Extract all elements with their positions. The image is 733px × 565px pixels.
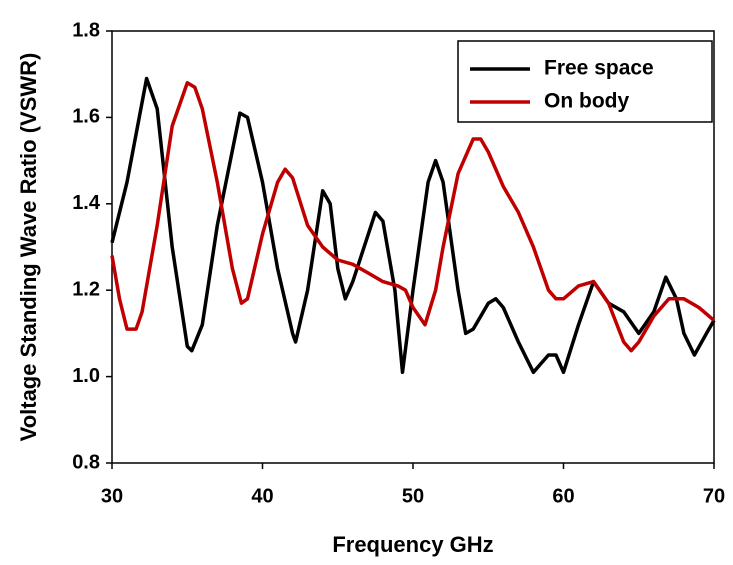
legend-label: On body (544, 90, 629, 113)
y-axis-label: Voltage Standing Wave Ratio (VSWR) (16, 53, 41, 442)
x-axis-label: Frequency GHz (332, 532, 493, 557)
plot-frame (111, 30, 715, 464)
y-tick-label: 1.2 (72, 278, 100, 300)
series-line (110, 76, 716, 375)
legend-label: Free space (544, 57, 654, 80)
y-tick-label: 1.8 (72, 19, 100, 41)
legend-box (457, 40, 713, 123)
series-line (110, 81, 716, 353)
y-tick-label: 1.0 (72, 365, 100, 387)
x-tick-label: 70 (703, 485, 725, 507)
x-tick-label: 30 (101, 485, 123, 507)
y-tick-label: 1.4 (72, 192, 101, 214)
y-tick-label: 0.8 (72, 451, 100, 473)
x-tick-label: 50 (402, 485, 424, 507)
x-tick-label: 60 (552, 485, 574, 507)
y-tick-label: 1.6 (72, 106, 100, 128)
x-tick-label: 40 (251, 485, 273, 507)
